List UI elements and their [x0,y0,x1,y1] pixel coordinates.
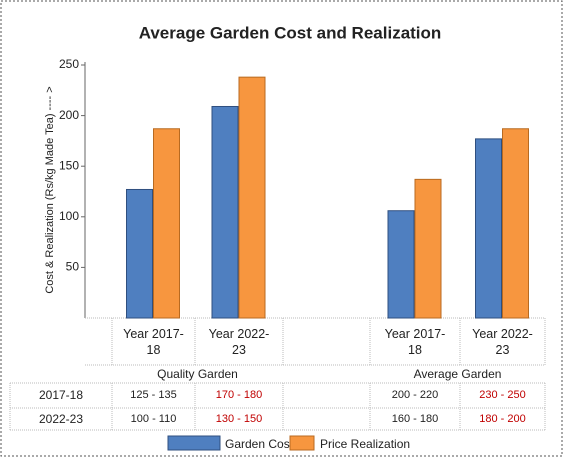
y-axis-label: Cost & Realization (Rs/kg Made Tea) ----… [44,86,56,293]
legend-swatch [289,435,315,451]
bar [126,188,153,319]
y-tick-label: 150 [59,158,79,172]
row-label: 2017-18 [38,388,84,402]
x-tick-label: Year 2022-23 [208,327,270,357]
x-tick-label: Year 2022-23 [472,327,533,357]
x-tick-label: Year 2017-18 [123,327,184,357]
legend-label: Garden Cost [225,437,294,451]
y-tick-label: 200 [59,108,79,122]
table-cell: 200 - 220 [391,389,439,401]
x-tick-label: Year 2017-18 [384,327,446,357]
bar [475,138,502,319]
table-cell: 230 - 250 [479,389,526,401]
bar [238,76,266,319]
y-tick-label: 250 [59,57,79,71]
legend-label: Price Realization [320,437,410,451]
table-cell: 100 - 110 [130,413,177,425]
legend-swatch [167,435,221,451]
table-cell: 170 - 180 [215,389,263,401]
table-cell: 130 - 150 [215,413,263,425]
table-cell: 180 - 200 [479,413,526,425]
bar [414,178,442,319]
bar [211,105,239,319]
group-label: Quality Garden [157,367,238,381]
bar [153,128,180,319]
y-tick-label: 50 [66,260,80,274]
table-cell: 125 - 135 [130,389,177,401]
y-tick-label: 100 [59,209,79,223]
row-label: 2022-23 [38,412,84,426]
group-label: Average Garden [413,367,502,381]
table-cell: 160 - 180 [391,413,439,425]
bar [502,128,529,319]
chart-title: Average Garden Cost and Realization [139,23,442,42]
bar [387,210,415,319]
